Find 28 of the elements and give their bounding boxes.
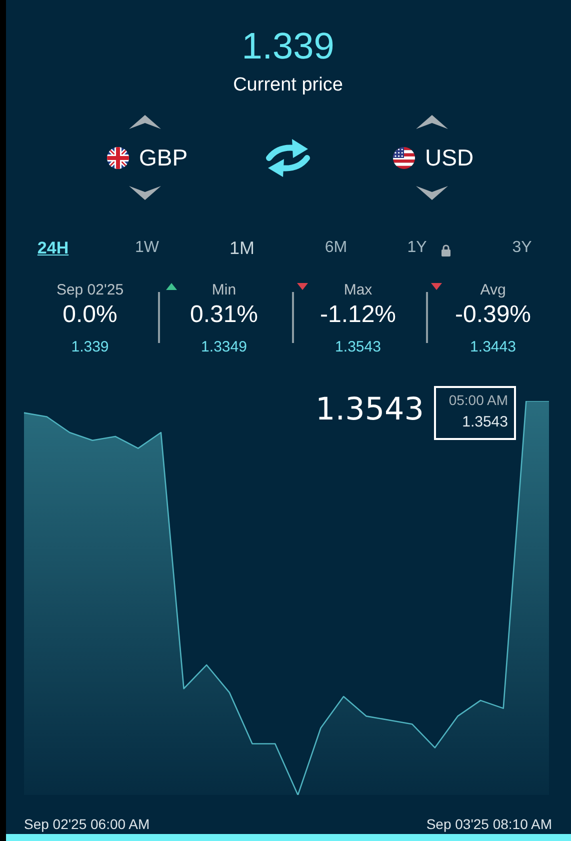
- text: 1W: [135, 239, 159, 256]
- text: 24H: [37, 238, 69, 258]
- text: 1.339: [242, 26, 334, 66]
- tooltip-box: 05:00 AM 1.3543: [434, 386, 516, 440]
- annotation: 1.3543: [462, 414, 508, 430]
- text: 1M: [229, 238, 255, 258]
- text: Sep 03'25 08:10 AM: [426, 816, 552, 832]
- chart-title: 1.339: [71, 338, 109, 356]
- text: USD: [425, 144, 474, 170]
- text: 1.3443: [470, 338, 516, 356]
- chart-subtitle: Current price: [233, 74, 343, 96]
- text: 1.3349: [201, 338, 247, 356]
- text: Min: [212, 282, 236, 298]
- text: GBP: [139, 144, 188, 170]
- text: 0.0%: [62, 301, 118, 328]
- text: 6M: [324, 239, 348, 256]
- text: -0.39%: [454, 301, 532, 328]
- text: Max: [344, 282, 372, 298]
- text: 0.31%: [190, 301, 258, 328]
- text: 3Y: [512, 239, 532, 256]
- text: -1.12%: [320, 301, 396, 328]
- text: Avg: [480, 282, 506, 298]
- text: Sep 02'25 06:00 AM: [24, 816, 150, 832]
- text: Sep 02'25: [56, 282, 124, 298]
- annotation: 1.3543: [316, 392, 424, 428]
- annotation: 05:00 AM: [448, 392, 508, 408]
- text: 1.3543: [335, 338, 381, 356]
- text: 1Y: [407, 239, 427, 256]
